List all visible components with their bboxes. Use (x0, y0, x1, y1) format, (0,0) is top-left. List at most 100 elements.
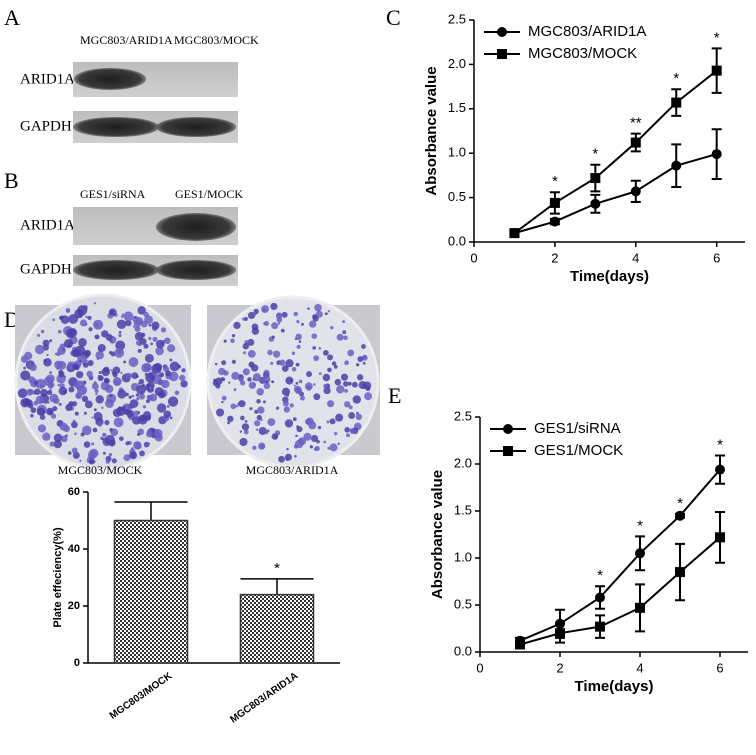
panel-label: A (4, 5, 20, 30)
colony (96, 357, 100, 361)
colony (34, 388, 41, 395)
colony (93, 411, 103, 422)
colony (155, 346, 164, 356)
colony (134, 325, 141, 332)
colony (315, 310, 323, 318)
colony (118, 330, 122, 334)
colony (104, 419, 110, 426)
colony (93, 319, 104, 330)
colony (340, 373, 349, 381)
colony (119, 436, 124, 441)
colony (63, 390, 67, 394)
colony (115, 340, 126, 351)
colony (42, 432, 51, 441)
annotation: * (274, 560, 280, 577)
colony (147, 442, 151, 446)
marker (675, 510, 685, 521)
colony (296, 344, 301, 349)
colony (131, 415, 141, 425)
colony (231, 371, 240, 380)
colony (336, 333, 344, 341)
bar (113, 519, 189, 664)
colony (125, 319, 132, 327)
colony (145, 430, 153, 438)
colony (221, 400, 224, 404)
colony (281, 311, 288, 318)
x-tick-label: 6 (716, 660, 723, 675)
colony (334, 378, 342, 386)
colony (83, 411, 87, 415)
colony (242, 317, 246, 321)
y-tick-label: 0.5 (448, 189, 466, 204)
colony (79, 459, 82, 462)
colony (78, 338, 87, 347)
y-tick-label: 40 (68, 543, 80, 555)
lane-label: GES1/siRNA (80, 187, 146, 201)
colony (155, 339, 165, 349)
colony (97, 422, 102, 427)
colony (120, 371, 123, 374)
colony (248, 361, 255, 368)
colony (93, 381, 97, 385)
colony (125, 441, 130, 446)
colony (346, 433, 350, 438)
colony (91, 416, 94, 419)
colony (101, 406, 104, 410)
colony (256, 388, 264, 396)
colony (362, 354, 367, 359)
colony (150, 342, 153, 346)
colony (54, 352, 58, 356)
colony (133, 410, 140, 417)
colony (291, 366, 297, 372)
colony (37, 333, 41, 337)
colony (102, 451, 106, 455)
x-axis-title: Time(days) (570, 268, 649, 285)
legend-marker (497, 49, 507, 59)
colony (227, 415, 234, 423)
y-tick-label: 2.5 (454, 408, 472, 423)
error-bar (240, 578, 314, 595)
colony (313, 393, 321, 401)
colony (132, 325, 136, 328)
colony (118, 333, 122, 338)
colony (361, 344, 366, 349)
colony (286, 448, 289, 451)
legend-label: GES1/siRNA (534, 420, 621, 437)
colony (44, 402, 48, 405)
colony (71, 401, 78, 407)
colony (140, 414, 147, 422)
colony (88, 327, 93, 332)
colony (247, 311, 256, 320)
colony (59, 422, 68, 431)
colony (363, 381, 372, 390)
colony (304, 418, 312, 425)
annotation: * (592, 146, 598, 163)
colony (135, 393, 140, 397)
colony (111, 370, 117, 376)
colony (286, 393, 290, 397)
colony (74, 432, 77, 436)
colony (103, 377, 110, 384)
lane-label: GES1/MOCK (175, 187, 243, 201)
colony (306, 385, 312, 391)
colony (327, 354, 334, 361)
colony (110, 369, 113, 372)
colony (33, 381, 38, 386)
marker (590, 173, 601, 184)
colony (146, 394, 152, 400)
colony (146, 381, 155, 390)
colony (285, 359, 294, 368)
colony (355, 411, 360, 415)
colony (65, 308, 71, 313)
marker (635, 548, 645, 559)
colony (24, 351, 33, 360)
colony (344, 360, 349, 366)
colony (233, 388, 237, 391)
colony (95, 392, 98, 396)
colony (130, 405, 134, 409)
colony (271, 322, 279, 330)
annotation: * (673, 70, 679, 87)
colony (59, 343, 66, 350)
colony (344, 427, 350, 433)
band (156, 117, 236, 137)
